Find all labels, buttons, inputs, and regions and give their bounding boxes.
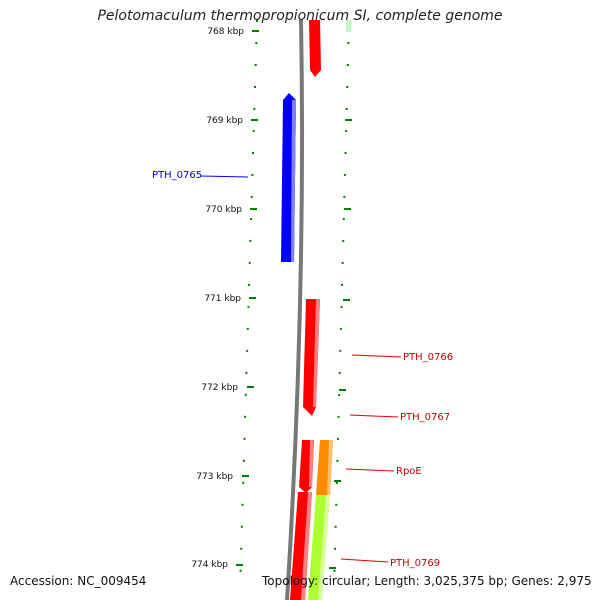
topology-text: Topology: circular; Length: 3,025,375 bp…	[262, 574, 592, 588]
tick-label-771: 771 kbp	[204, 294, 241, 304]
tick-marks	[236, 30, 352, 569]
leader-line-rpoe	[345, 468, 395, 472]
tick-label-774: 774 kbp	[191, 560, 228, 570]
left-dotted-guide	[239, 19, 258, 591]
tick-label-768: 768 kbp	[207, 27, 244, 37]
orange-feature-shade	[327, 440, 333, 495]
leader-line-pth-0767	[349, 414, 399, 418]
leader-line-pth-0765	[200, 175, 249, 178]
leader-line-pth-0769	[340, 558, 389, 563]
gene-shade-pth-0765	[291, 100, 296, 262]
lime-feature-shade	[318, 495, 330, 600]
map-title: Pelotomaculum thermopropionicum SI, comp…	[97, 8, 503, 24]
gene-shade-rpoe	[309, 440, 314, 487]
gene-shade-pth-0766	[313, 299, 320, 407]
tick-label-769: 769 kbp	[206, 116, 243, 126]
leader-line-pth-0766	[351, 354, 402, 358]
tick-label-770: 770 kbp	[205, 205, 242, 215]
right-dotted-guide	[333, 19, 350, 591]
gene-label-pth-0766[interactable]: PTH_0766	[403, 352, 453, 363]
genome-backbone	[285, 19, 305, 600]
lime-feature-top	[346, 20, 352, 32]
gene-feature-top[interactable]	[309, 20, 321, 77]
gene-shade-pth-0769	[301, 492, 312, 600]
accession-text: Accession: NC_009454	[10, 574, 147, 588]
gene-label-pth-0765[interactable]: PTH_0765	[152, 170, 202, 181]
gene-label-rpoe[interactable]: RpoE	[396, 466, 422, 477]
gene-label-pth-0767[interactable]: PTH_0767	[400, 412, 450, 423]
tick-label-773: 773 kbp	[196, 472, 233, 482]
gene-label-pth-0769[interactable]: PTH_0769	[390, 558, 440, 569]
tick-label-772: 772 kbp	[201, 383, 238, 393]
